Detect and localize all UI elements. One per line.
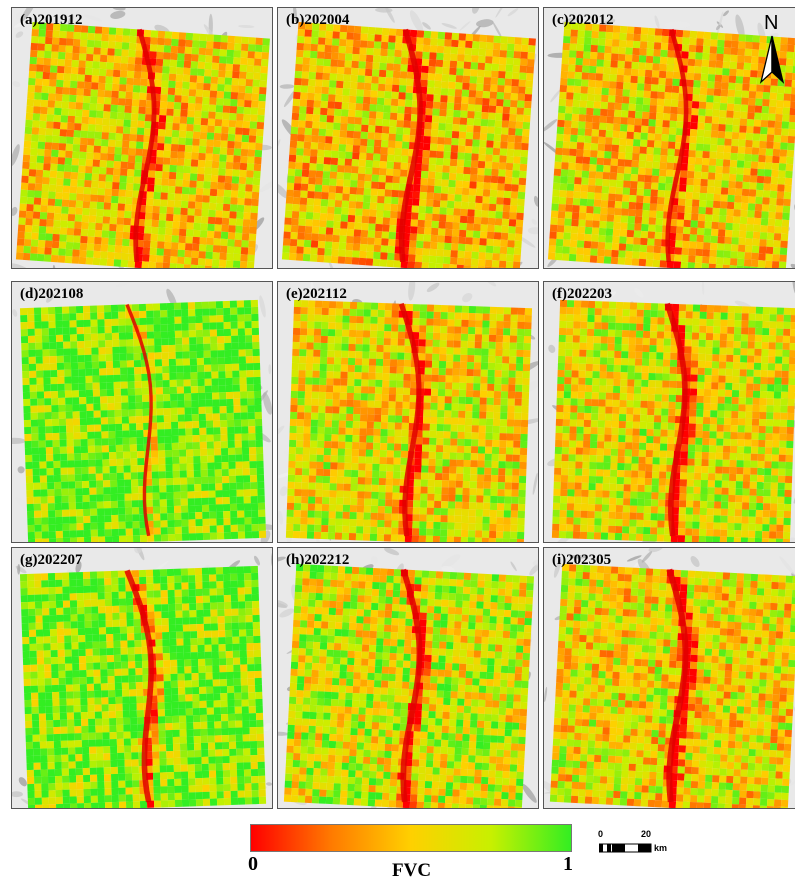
- fvc-raster: [15, 21, 270, 268]
- map-panel: (f)202203: [543, 281, 795, 543]
- river-channel: [666, 568, 689, 803]
- map-panel: (b)202004: [277, 7, 539, 269]
- fvc-map: [278, 282, 538, 542]
- river-channel: [665, 28, 689, 263]
- river-channel: [133, 28, 157, 263]
- map-panel: (h)202212: [277, 547, 539, 809]
- fvc-map: [544, 282, 795, 542]
- river-channel: [124, 569, 154, 803]
- panel-label: (h)202212: [286, 552, 350, 568]
- legend-min-label: 0: [248, 853, 258, 875]
- fvc-map: [544, 548, 795, 808]
- fvc-raster: [549, 563, 795, 808]
- scale-zero-label: 0: [598, 829, 604, 839]
- legend-max-label: 1: [563, 853, 573, 875]
- fvc-raster: [551, 299, 795, 542]
- scale-mid-label: 20: [641, 829, 652, 839]
- scale-unit-label: km: [654, 843, 668, 853]
- river-channel: [398, 302, 422, 537]
- fvc-map: [12, 282, 272, 542]
- map-panel: (d)202108: [11, 281, 273, 543]
- panel-label: (b)202004: [286, 12, 350, 28]
- fvc-map: [544, 8, 795, 268]
- map-panel: (e)202112: [277, 281, 539, 543]
- fvc-color-legend: [250, 824, 572, 852]
- map-panel: (g)202207: [11, 547, 273, 809]
- scale-bar: 0 20 km: [598, 829, 688, 859]
- north-letter: N: [764, 12, 779, 34]
- north-arrow: N: [757, 12, 787, 86]
- north-arrow-icon: [759, 35, 785, 84]
- fvc-map: [278, 8, 538, 268]
- fvc-raster: [281, 21, 536, 268]
- fvc-map: [12, 548, 272, 808]
- fvc-map: [278, 548, 538, 808]
- river-channel: [400, 568, 423, 803]
- panel-label: (e)202112: [286, 286, 347, 302]
- map-panel: (a)201912: [11, 7, 273, 269]
- panel-label: (c)202012: [552, 12, 614, 28]
- legend-title: FVC: [392, 860, 432, 881]
- fvc-raster: [283, 563, 535, 808]
- map-panel: (i)202305: [543, 547, 795, 809]
- river-channel: [125, 303, 153, 537]
- scale-bar-graphic: [599, 843, 652, 853]
- river-channel: [664, 302, 688, 537]
- fvc-raster: [285, 299, 533, 542]
- fvc-raster: [19, 565, 267, 808]
- fvc-raster: [19, 299, 267, 542]
- panel-label: (f)202203: [552, 286, 612, 302]
- fvc-raster: [547, 21, 795, 268]
- panel-label: (a)201912: [20, 12, 83, 28]
- panel-label: (i)202305: [552, 552, 612, 568]
- panel-label: (g)202207: [20, 552, 83, 568]
- fvc-map: [12, 8, 272, 268]
- river-channel: [398, 28, 423, 263]
- panel-label: (d)202108: [20, 286, 84, 302]
- map-panel: (c)202012: [543, 7, 795, 269]
